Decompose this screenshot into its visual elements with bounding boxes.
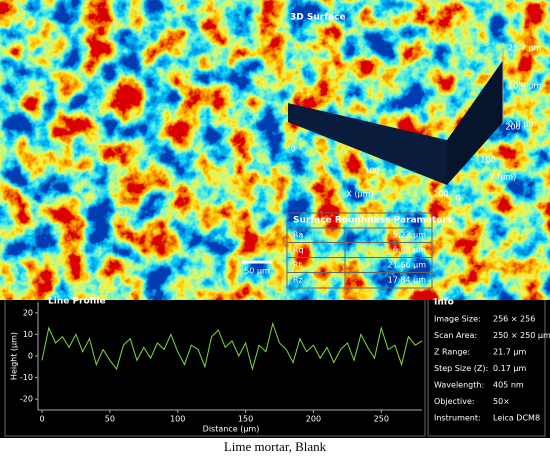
x-tick-label: 50 (105, 415, 115, 424)
colorbar-max: 21.7 µm (10, 26, 43, 35)
info-list: Info Image Size: 256 × 256 Scan Area: 250 ×… (434, 298, 550, 423)
param-value: 21.66 µm (388, 261, 427, 270)
panel-title: Line Profile (48, 297, 106, 307)
info-key: Z Range: (434, 348, 470, 357)
colorbar (11, 36, 23, 213)
z-tick: 21.7 µm (508, 44, 541, 53)
colorbar-min: 0.0 µm (10, 214, 38, 223)
param-name: Rq (293, 246, 304, 255)
info-key: Wavelength: (434, 381, 484, 390)
y-tick-label: 10 (23, 330, 33, 339)
y-tick: 200 (505, 123, 520, 132)
table-title: Surface Roughness Parameters (293, 216, 452, 226)
info-value: 405 nm (493, 381, 524, 390)
info-value: 21.7 µm (493, 348, 526, 357)
info-value: 250 × 250 µm² (493, 331, 550, 340)
param-name: Ra (293, 231, 303, 240)
surface-side (288, 103, 447, 185)
profile-line (41, 321, 423, 371)
x-tick-label: 200 (306, 415, 321, 424)
surface-side (447, 60, 503, 185)
info-key: Scan Area: (434, 331, 477, 340)
y-tick-label: 20 (23, 308, 33, 317)
x-tick: 0 (290, 145, 295, 154)
x-tick: 100 (364, 167, 379, 176)
z-tick: 0.0 µm (508, 120, 536, 129)
info-key: Step Size (Z): (434, 364, 488, 373)
panel-title: CLSM Height Map (110, 12, 200, 22)
info-key: Objective: (434, 397, 475, 406)
height-map-image (40, 26, 282, 284)
roughness-table: Surface Roughness Parameters Ra 5.23 µm Rq… (286, 212, 452, 289)
info-value: 50× (493, 397, 510, 406)
line-profile-panel (4, 294, 426, 437)
y-tick-label: -10 (20, 373, 33, 382)
z-tick: 10.9 µm (508, 82, 541, 91)
info-value: 256 × 256 (493, 315, 535, 324)
panel-title: Info (434, 298, 454, 308)
caption: Lime mortar, Blank (224, 439, 327, 454)
x-tick-label: 250 (374, 415, 389, 424)
x-axis-label: X (µm) (346, 190, 373, 199)
param-value: 6.68 µm (393, 246, 426, 255)
y-tick-label: -20 (20, 395, 33, 404)
line-profile: Line Profile Distance (µm) Height (µm) 2… (10, 297, 423, 434)
param-value: 5.23 µm (393, 231, 426, 240)
scale-bar-label: 50 µm (244, 267, 270, 276)
info-key: Instrument: (434, 414, 481, 423)
x-axis-label: Distance (µm) (203, 425, 260, 434)
y-tick: 100 (480, 156, 495, 165)
info-value: 0.17 µm (493, 364, 526, 373)
info-panel (427, 294, 546, 437)
y-tick: 0 (455, 194, 460, 203)
param-value: 17.84 µm (388, 276, 427, 285)
info-value: Leica DCM8 (493, 414, 540, 423)
colorbar-label: Height (µm) (27, 101, 36, 149)
y-axis-label: Y (µm) (489, 173, 517, 182)
x-tick-label: 0 (39, 415, 44, 424)
param-name: Rz (293, 276, 303, 285)
x-tick-label: 150 (238, 415, 253, 424)
y-axis-label: Height (µm) (10, 332, 19, 380)
info-key: Image Size: (434, 315, 481, 324)
table-border (286, 212, 433, 289)
panel-title: 3D Surface (290, 13, 346, 23)
param-name: Rt (293, 261, 302, 270)
y-tick-label: 0 (28, 352, 33, 361)
x-tick-label: 100 (170, 415, 185, 424)
x-tick: 200 (433, 190, 448, 199)
